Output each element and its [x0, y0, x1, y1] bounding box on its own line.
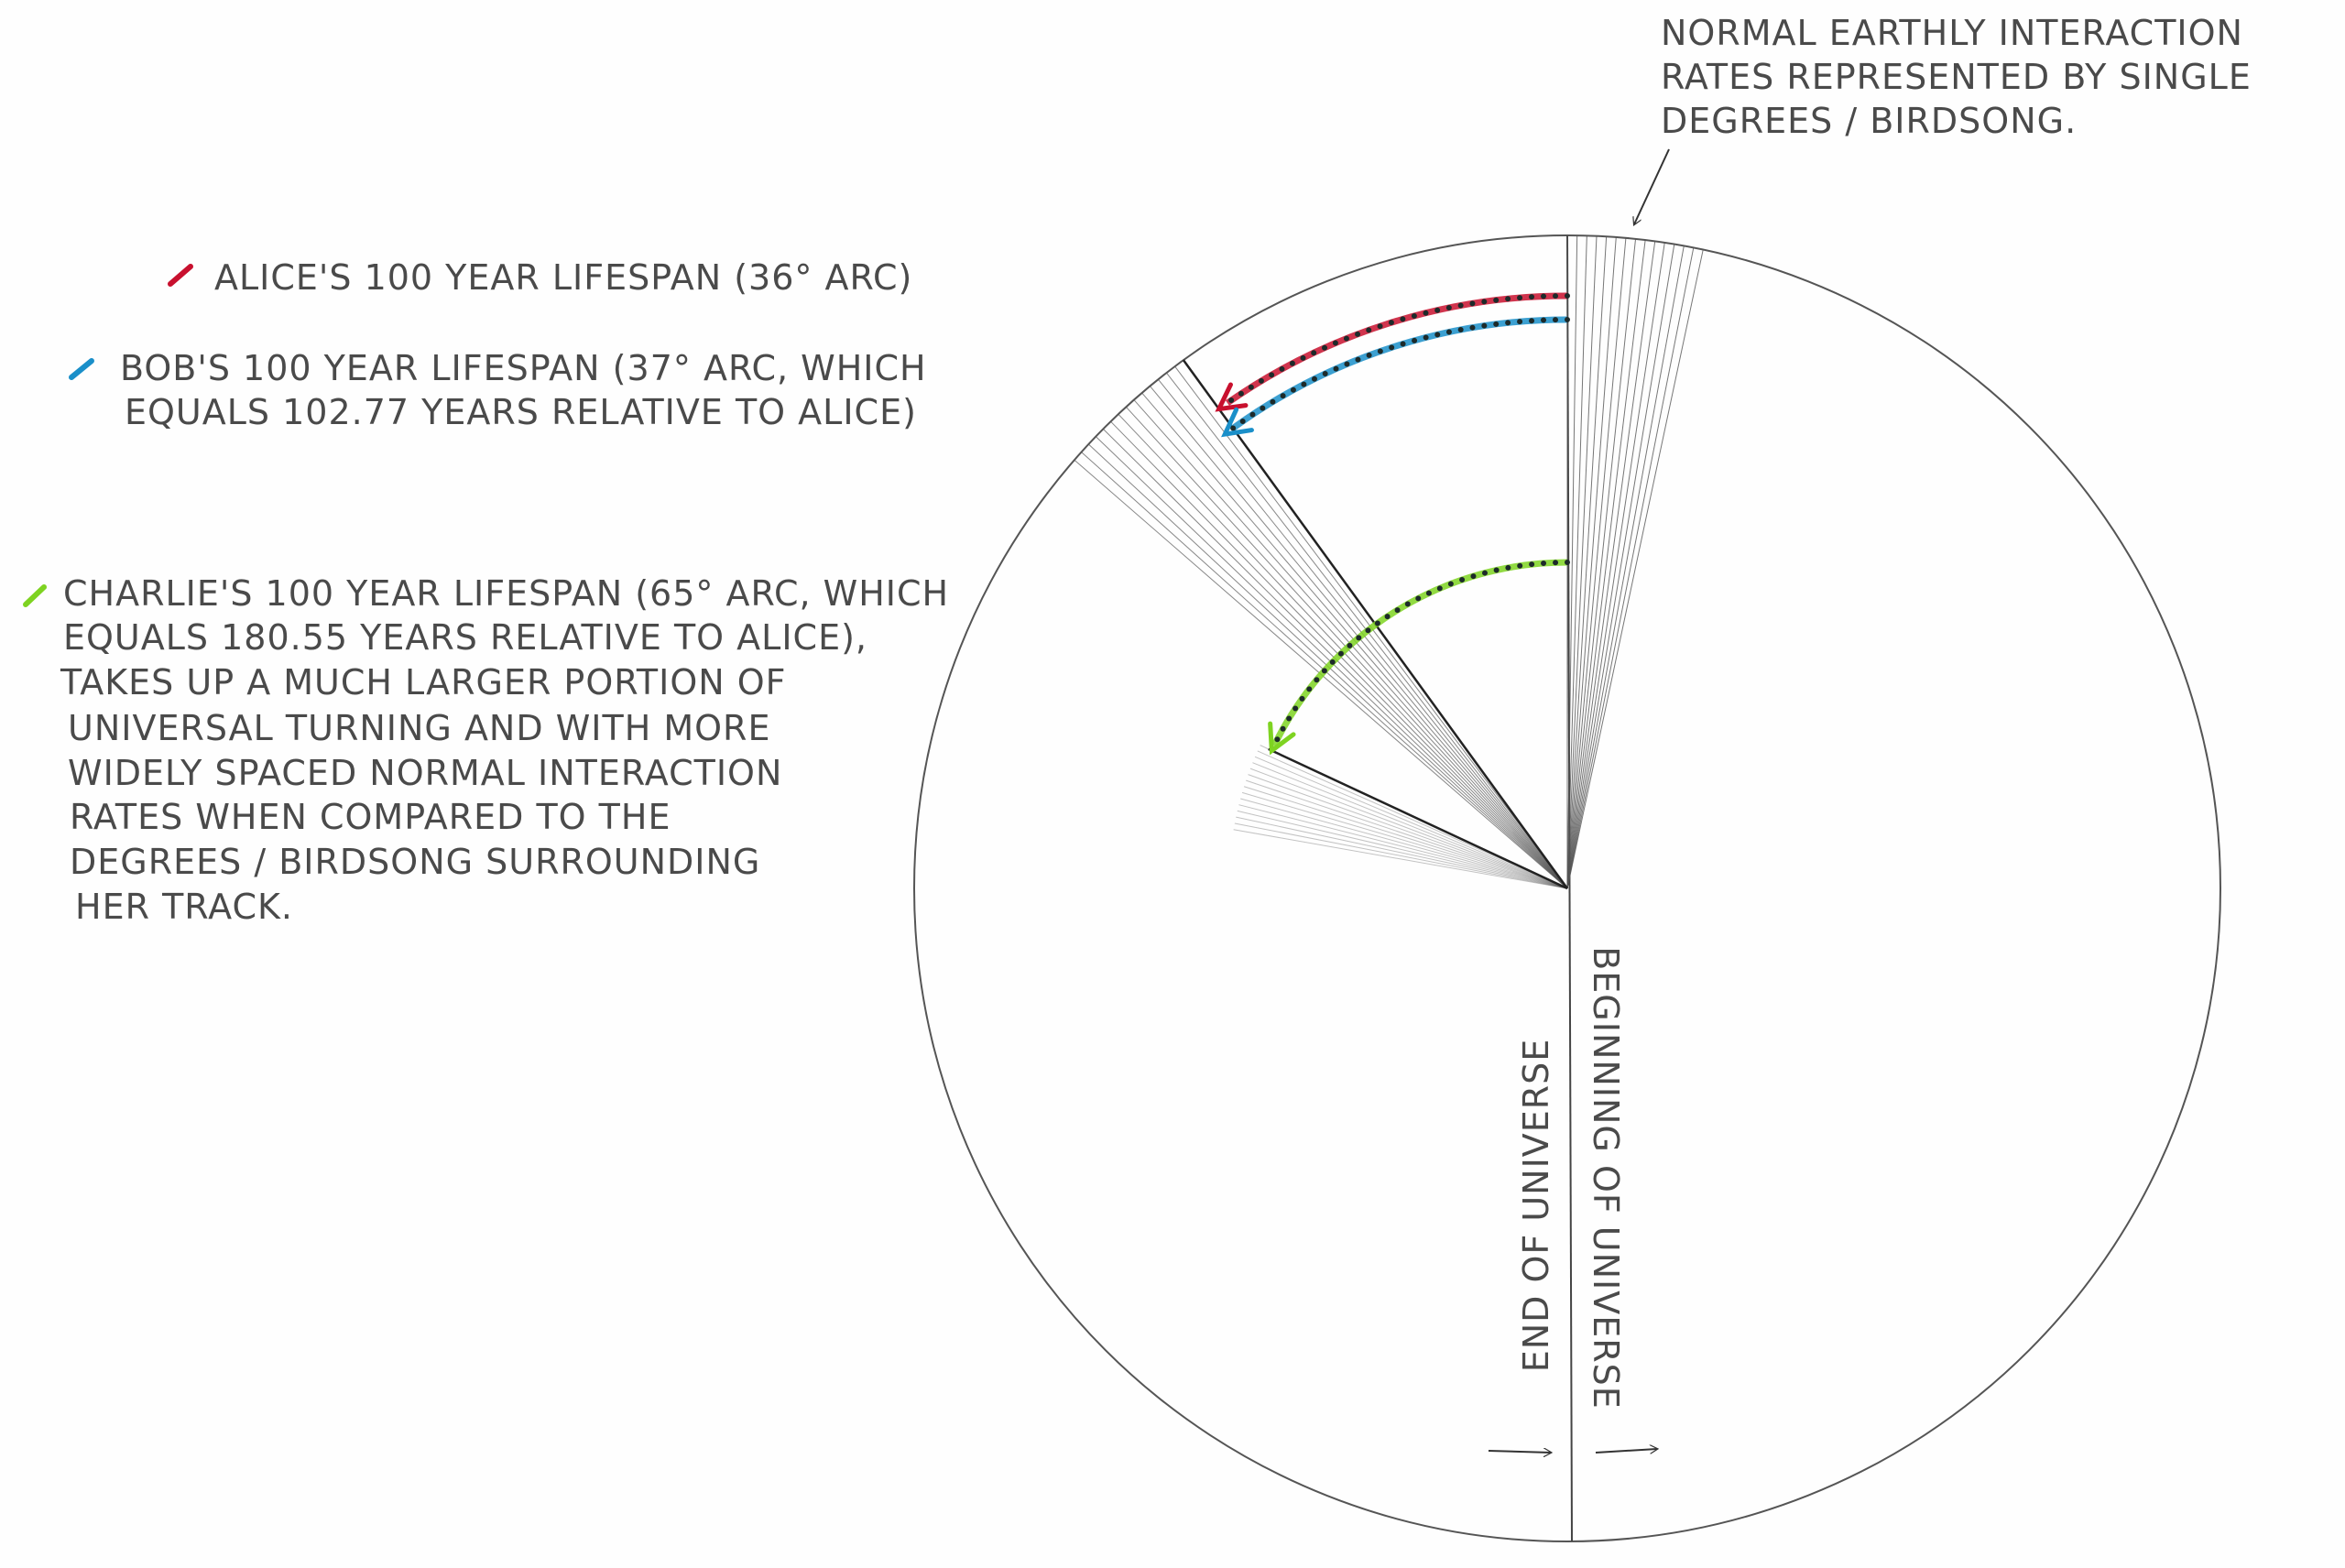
birdsong-line [1234, 822, 1568, 889]
legend-charlie-text: RATES WHEN COMPARED TO THE [70, 797, 671, 837]
legend-charlie-text: EQUALS 180.55 YEARS RELATIVE TO ALICE), [63, 617, 867, 658]
alice-arrowhead-icon [1215, 382, 1249, 412]
annotation-line: RATES REPRESENTED BY SINGLE [1661, 57, 2252, 97]
alice-arc [1225, 292, 1568, 406]
lifespan-arcs [1215, 292, 1570, 756]
birdsong-line [1566, 240, 1646, 889]
direction-arrow-icon [1488, 1451, 1551, 1453]
legend-charlie-text: CHARLIE'S 100 YEAR LIFESPAN (65° ARC, WH… [63, 573, 949, 614]
legend-bob: BOB'S 100 YEAR LIFESPAN (37° ARC, WHICH … [69, 348, 927, 432]
birdsong-line [1566, 238, 1637, 889]
birdsong-line [1566, 249, 1704, 889]
birdsong-line [1566, 235, 1587, 889]
legend-charlie-text: HER TRACK. [75, 887, 293, 927]
beginning-of-universe-label: BEGINNING OF UNIVERSE [1586, 946, 1626, 1410]
legend-charlie-text: WIDELY SPACED NORMAL INTERACTION [68, 753, 782, 793]
birdsong-line [1566, 235, 1598, 889]
legend-alice: ALICE'S 100 YEAR LIFESPAN (36° ARC) [168, 257, 912, 298]
birdsong-line [1566, 241, 1656, 889]
charlie-arc [1271, 559, 1568, 747]
end-of-universe-label: END OF UNIVERSE [1516, 1039, 1556, 1373]
birdsong-fans [1074, 235, 1704, 890]
birdsong-line [1240, 798, 1568, 889]
birdsong-line [1566, 235, 1578, 889]
alice-arc-dots [1224, 293, 1570, 407]
legend-alice-text: ALICE'S 100 YEAR LIFESPAN (36° ARC) [214, 257, 912, 298]
birdsong-line [1248, 774, 1568, 889]
bob-color-swatch [69, 358, 94, 380]
legend-bob-text: BOB'S 100 YEAR LIFESPAN (37° ARC, WHICH [120, 348, 927, 388]
birdsong-line [1566, 244, 1675, 889]
legend-charlie: CHARLIE'S 100 YEAR LIFESPAN (65° ARC, WH… [23, 573, 949, 927]
charlie-end-line [1268, 747, 1568, 890]
universe-start-end-line [1566, 234, 1573, 1542]
birdsong-line [1566, 236, 1608, 889]
annotation-arrow-icon [1634, 148, 1670, 224]
bob-arc [1230, 316, 1568, 431]
legend-charlie-text: DEGREES / BIRDSONG SURROUNDING [70, 842, 760, 882]
birdsong-line [1236, 816, 1568, 889]
birdsong-line [1238, 804, 1568, 889]
bob-arrowhead-icon [1221, 407, 1254, 438]
annotation-line: DEGREES / BIRDSONG. [1661, 101, 2077, 141]
birdsong-line [1237, 810, 1568, 889]
annotation-line: NORMAL EARTHLY INTERACTION [1661, 13, 2243, 53]
birdsong-line [1566, 245, 1685, 889]
birdsong-annotation: NORMAL EARTHLY INTERACTION RATES REPRESE… [1634, 13, 2252, 224]
birdsong-line [1566, 236, 1617, 889]
birdsong-line [1566, 237, 1627, 889]
birdsong-line [1241, 791, 1568, 889]
birdsong-line [1566, 247, 1695, 889]
legend-charlie-text: TAKES UP A MUCH LARGER PORTION OF [60, 662, 787, 702]
legend-bob-text: EQUALS 102.77 YEARS RELATIVE TO ALICE) [125, 392, 917, 432]
birdsong-line [1233, 829, 1568, 889]
alice-color-swatch [168, 264, 193, 287]
direction-arrow-icon [1595, 1449, 1657, 1453]
birdsong-line [1249, 768, 1568, 889]
birdsong-line [1566, 242, 1665, 889]
bob-arc-dots [1229, 317, 1570, 431]
birdsong-line [1252, 762, 1568, 889]
charlie-arrowhead-icon [1268, 721, 1296, 756]
birdsong-line [1243, 786, 1568, 889]
legend-charlie-text: UNIVERSAL TURNING AND WITH MORE [68, 708, 770, 748]
birdsong-line [1246, 779, 1568, 889]
birdsong-line [1254, 756, 1568, 889]
charlie-color-swatch [23, 584, 47, 607]
